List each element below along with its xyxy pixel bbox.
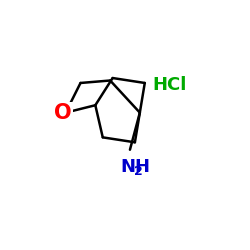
- Text: 2: 2: [134, 165, 143, 178]
- Text: NH: NH: [120, 158, 150, 176]
- Text: HCl: HCl: [152, 76, 187, 94]
- Text: O: O: [54, 103, 72, 123]
